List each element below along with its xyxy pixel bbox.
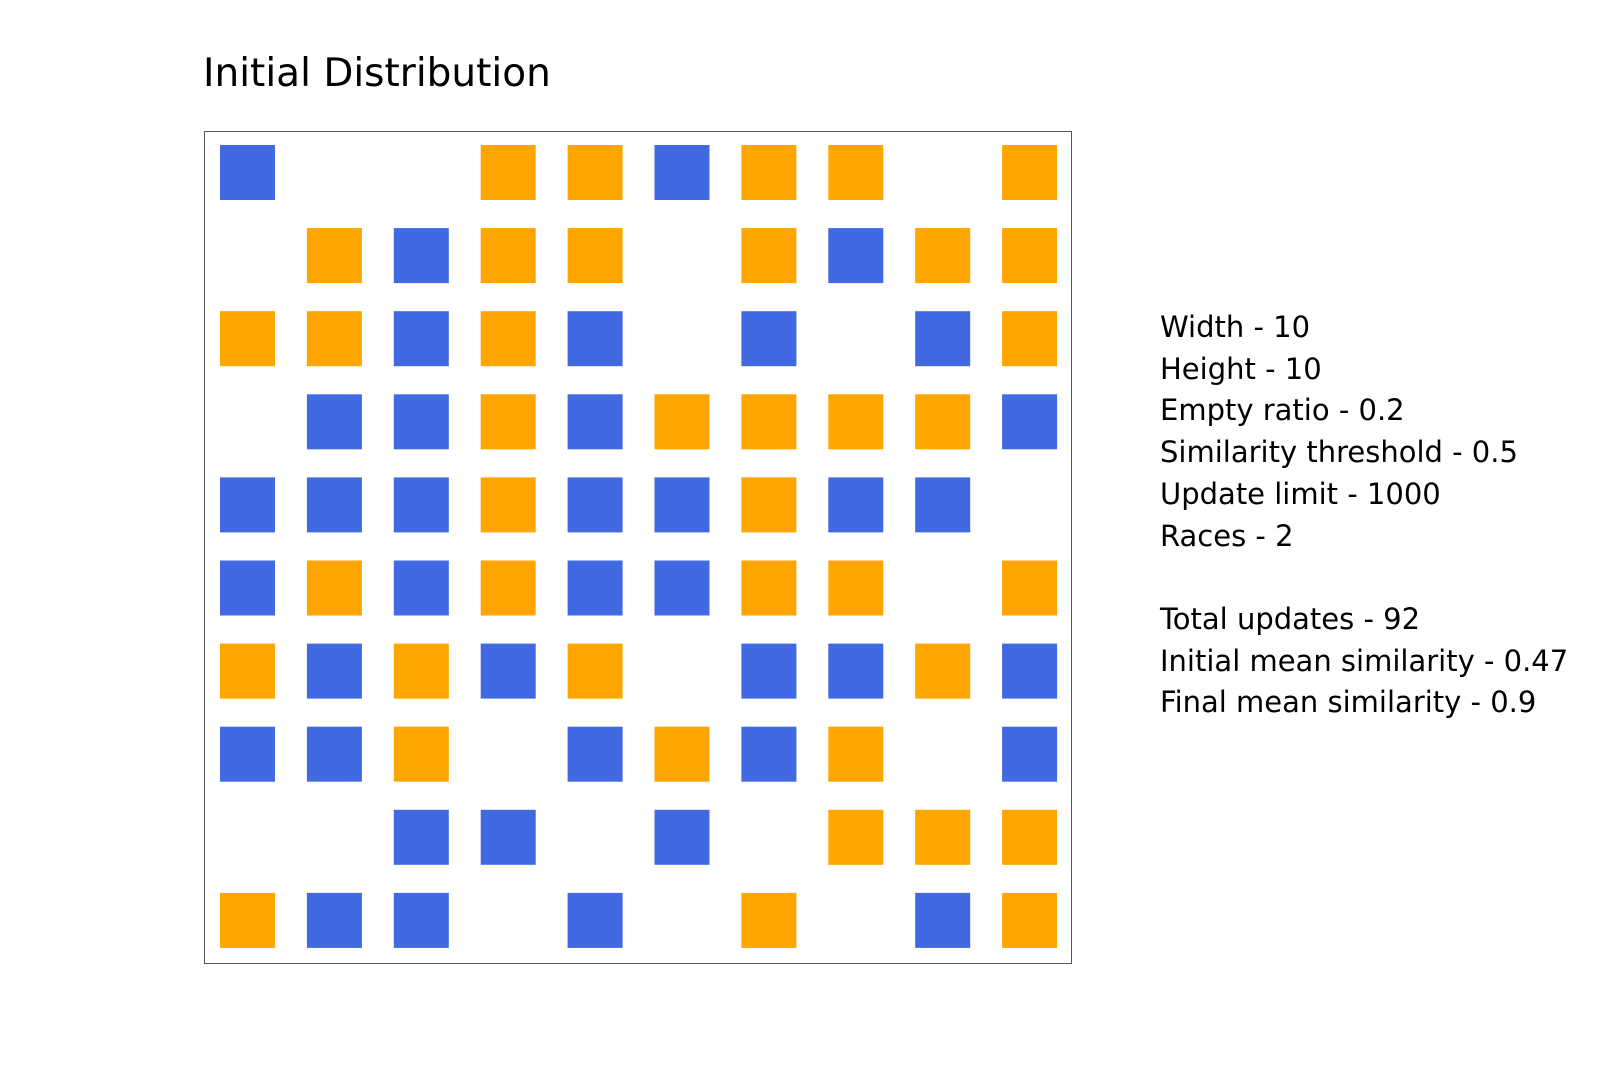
grid-cell-race-1-r4-c7: [828, 477, 884, 533]
grid-cell-race-1-r0-c0: [220, 145, 275, 200]
grid-cell-race-2-r2-c0: [220, 311, 275, 367]
grid-cell-race-1-r0-c5: [654, 145, 710, 200]
grid-cell-race-1-r6-c1: [306, 643, 362, 699]
grid-cell-race-1-r8-c5: [654, 809, 710, 865]
grid-cell-race-2-r3-c8: [915, 394, 971, 450]
grid-cell-race-1-r3-c2: [393, 394, 449, 450]
grid-cell-race-2-r9-c0: [220, 892, 275, 948]
grid-cell-race-1-r6-c6: [741, 643, 797, 699]
stat-empty-ratio: Empty ratio - 0.2: [1160, 393, 1405, 428]
grid-cell-race-1-r5-c4: [567, 560, 623, 616]
grid-plot: [220, 145, 1058, 948]
grid-cell-race-1-r5-c2: [393, 560, 449, 616]
stat-update-limit: Update limit - 1000: [1160, 476, 1441, 511]
grid-cell-race-2-r1-c3: [480, 228, 536, 284]
grid-cell-race-2-r7-c2: [393, 726, 449, 782]
grid-frame: [204, 131, 1072, 964]
grid-cell-race-1-r8-c2: [393, 809, 449, 865]
grid-cell-race-2-r0-c3: [480, 145, 536, 200]
stat-similarity-threshold: Similarity threshold - 0.5: [1160, 435, 1518, 470]
grid-cell-race-2-r7-c7: [828, 726, 884, 782]
grid-cell-race-1-r4-c0: [220, 477, 275, 533]
grid-cell-race-2-r3-c6: [741, 394, 797, 450]
grid-cell-race-2-r3-c5: [654, 394, 710, 450]
stat-races: Races - 2: [1160, 518, 1294, 553]
stats-panel: Width - 10 Height - 10 Empty ratio - 0.2…: [1160, 307, 1568, 724]
grid-cell-race-1-r5-c0: [220, 560, 275, 616]
grid-cell-race-2-r9-c9: [1002, 892, 1058, 948]
grid-cell-race-2-r5-c9: [1002, 560, 1058, 616]
grid-cell-race-2-r6-c2: [393, 643, 449, 699]
grid-cell-race-1-r6-c3: [480, 643, 536, 699]
grid-cell-race-2-r1-c9: [1002, 228, 1058, 284]
grid-cell-race-1-r4-c8: [915, 477, 971, 533]
grid-cell-race-2-r8-c7: [828, 809, 884, 865]
grid-cell-race-1-r7-c0: [220, 726, 275, 782]
grid-cell-race-2-r3-c3: [480, 394, 536, 450]
stats-spacer: [1160, 557, 1568, 599]
grid-cell-race-2-r5-c1: [306, 560, 362, 616]
grid-cell-race-1-r7-c9: [1002, 726, 1058, 782]
grid-cell-race-1-r1-c2: [393, 228, 449, 284]
grid-cell-race-2-r1-c4: [567, 228, 623, 284]
grid-cell-race-1-r9-c2: [393, 892, 449, 948]
grid-cell-race-1-r9-c1: [306, 892, 362, 948]
chart-title: Initial Distribution: [203, 51, 551, 96]
grid-cell-race-1-r4-c1: [306, 477, 362, 533]
grid-cell-race-1-r4-c5: [654, 477, 710, 533]
grid-cell-race-1-r3-c1: [306, 394, 362, 450]
grid-cell-race-2-r0-c9: [1002, 145, 1058, 200]
grid-cell-race-1-r1-c7: [828, 228, 884, 284]
grid-cell-race-1-r9-c4: [567, 892, 623, 948]
stat-total-updates: Total updates - 92: [1160, 601, 1421, 636]
grid-cell-race-1-r7-c1: [306, 726, 362, 782]
stat-height: Height - 10: [1160, 351, 1322, 386]
grid-cell-race-1-r4-c4: [567, 477, 623, 533]
grid-cell-race-1-r3-c4: [567, 394, 623, 450]
grid-cell-race-2-r0-c7: [828, 145, 884, 200]
grid-cell-race-2-r8-c8: [915, 809, 971, 865]
grid-cell-race-1-r7-c6: [741, 726, 797, 782]
grid-cell-race-2-r5-c6: [741, 560, 797, 616]
grid-cell-race-2-r0-c4: [567, 145, 623, 200]
grid-cell-race-1-r2-c8: [915, 311, 971, 367]
grid-cell-race-1-r2-c6: [741, 311, 797, 367]
grid-cell-race-2-r9-c6: [741, 892, 797, 948]
grid-cell-race-2-r2-c1: [306, 311, 362, 367]
grid-cell-race-2-r5-c7: [828, 560, 884, 616]
grid-cell-race-1-r2-c4: [567, 311, 623, 367]
grid-cell-race-2-r0-c6: [741, 145, 797, 200]
grid-cell-race-2-r5-c3: [480, 560, 536, 616]
grid-cell-race-1-r6-c7: [828, 643, 884, 699]
grid-cell-race-1-r5-c5: [654, 560, 710, 616]
stat-final-mean-similarity: Final mean similarity - 0.9: [1160, 685, 1537, 720]
grid-cell-race-2-r4-c3: [480, 477, 536, 533]
grid-cell-race-2-r6-c0: [220, 643, 275, 699]
grid-cell-race-2-r1-c8: [915, 228, 971, 284]
grid-cell-race-1-r2-c2: [393, 311, 449, 367]
grid-cell-race-2-r6-c8: [915, 643, 971, 699]
grid-cell-race-1-r4-c2: [393, 477, 449, 533]
grid-cell-race-2-r7-c5: [654, 726, 710, 782]
stat-width: Width - 10: [1160, 310, 1311, 344]
grid-cell-race-2-r1-c1: [306, 228, 362, 284]
grid-cell-race-2-r8-c9: [1002, 809, 1058, 865]
grid-cell-race-2-r3-c7: [828, 394, 884, 450]
grid-cell-race-2-r1-c6: [741, 228, 797, 284]
stat-initial-mean-similarity: Initial mean similarity - 0.47: [1160, 643, 1569, 678]
grid-cell-race-1-r3-c9: [1002, 394, 1058, 450]
grid-cell-race-1-r7-c4: [567, 726, 623, 782]
grid-cell-race-1-r9-c8: [915, 892, 971, 948]
grid-cell-race-1-r8-c3: [480, 809, 536, 865]
grid-cell-race-1-r6-c9: [1002, 643, 1058, 699]
grid-cell-race-2-r2-c3: [480, 311, 536, 367]
grid-cell-race-2-r4-c6: [741, 477, 797, 533]
grid-cell-race-2-r2-c9: [1002, 311, 1058, 367]
grid-cell-race-2-r6-c4: [567, 643, 623, 699]
